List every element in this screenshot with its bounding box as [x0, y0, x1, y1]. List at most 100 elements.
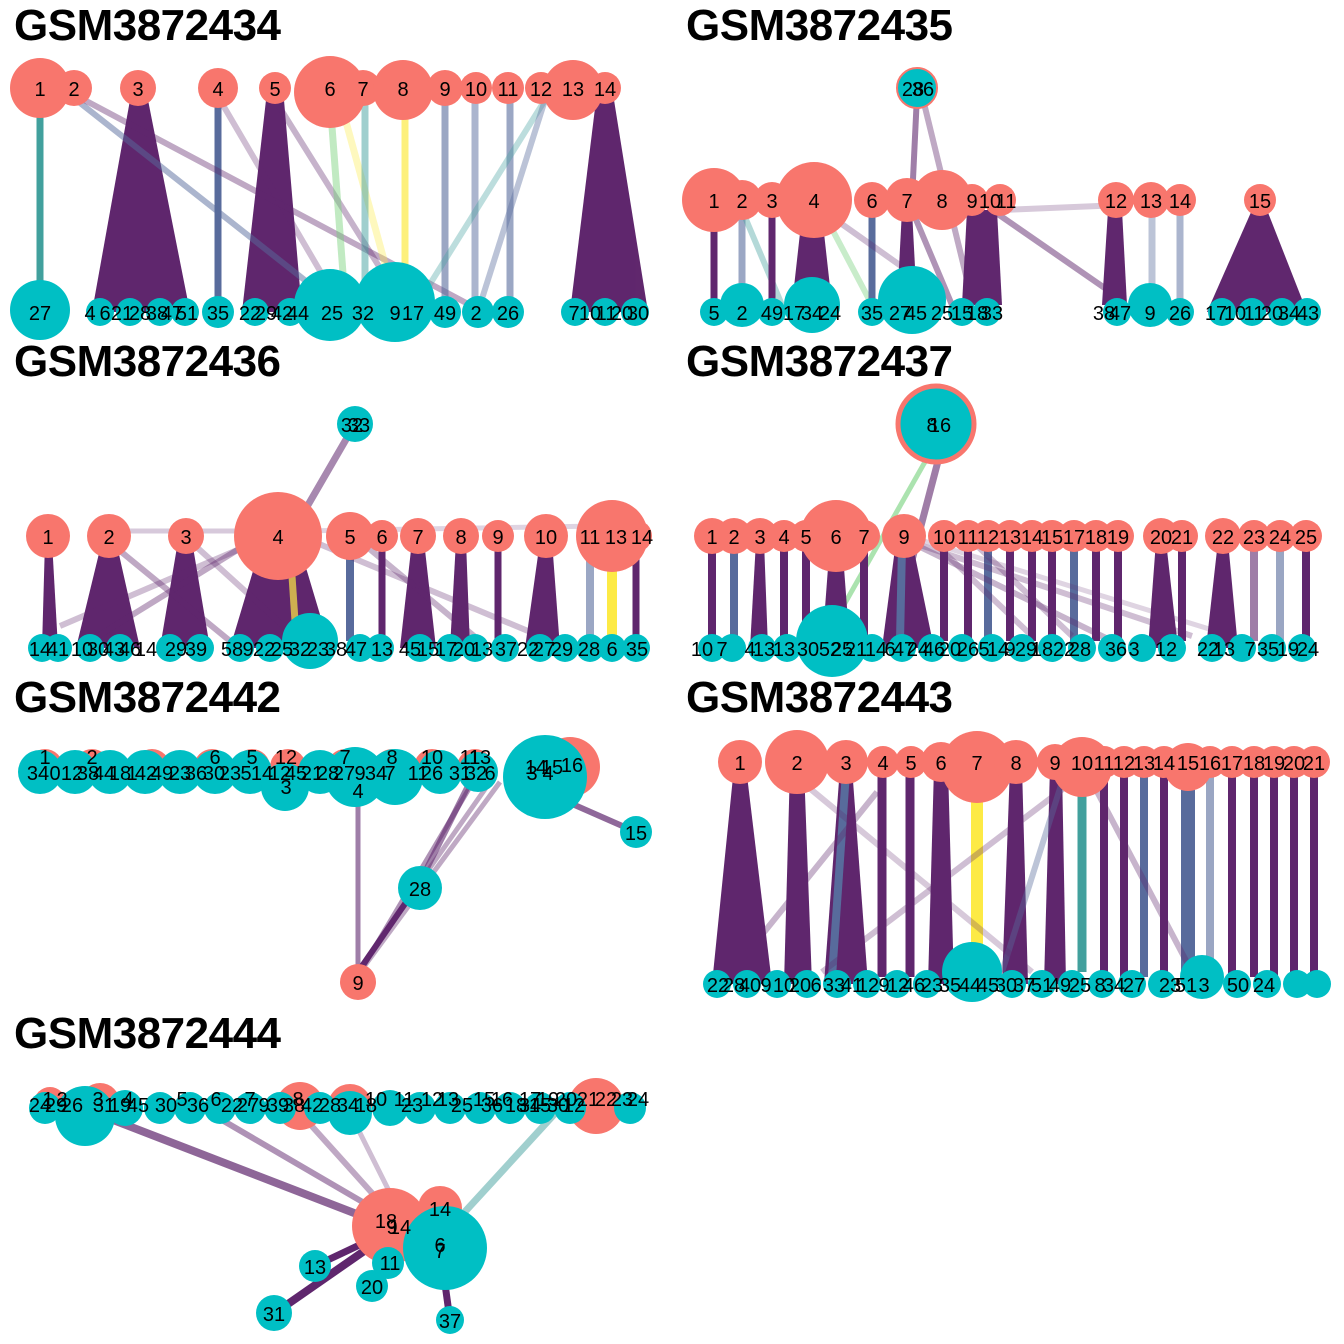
node-label: 10 [365, 1089, 387, 1111]
node-label: 14 [389, 1217, 411, 1239]
node-label: 15 [473, 1089, 495, 1111]
node-label: 6 [935, 753, 946, 775]
node-label: 20 [789, 975, 811, 997]
node-label: 7 [339, 747, 350, 769]
node-label: 28 [902, 79, 924, 101]
node-label: 27 [333, 763, 355, 785]
target-node [241, 298, 269, 326]
node-label: 9 [352, 973, 363, 995]
node-label: 7 [971, 753, 982, 775]
target-nodes [698, 383, 1316, 677]
source-node [10, 58, 70, 118]
source-node [1244, 184, 1276, 216]
source-node [568, 1078, 624, 1134]
target-node [464, 1092, 496, 1124]
node-label: 13 [773, 639, 795, 661]
node-label: 34 [801, 303, 823, 325]
node-label: 31 [449, 763, 471, 785]
node-label: 24 [819, 303, 841, 325]
target-node [1180, 955, 1224, 999]
node-label: 38 [283, 1095, 305, 1117]
target-labels: 28 36 5 2 49 17 34 24 35 27 45 25 15 18 … [708, 79, 1319, 325]
source-node [524, 514, 568, 558]
target-node [888, 634, 916, 662]
edge-fan [712, 767, 772, 984]
node-label: 10 [421, 747, 443, 769]
node-label: 7 [412, 527, 423, 549]
node-label: 46 [903, 975, 925, 997]
source-node [1238, 520, 1270, 552]
node-label: 23 [921, 975, 943, 997]
source-node [120, 70, 156, 106]
node-label: 8 [292, 1089, 303, 1111]
node-label: 20 [555, 1089, 577, 1111]
node-label: 18 [109, 763, 131, 785]
node-label: 13 [753, 639, 775, 661]
target-node [372, 1090, 408, 1126]
node-label: 17 [402, 303, 424, 325]
target-node [1293, 298, 1321, 326]
target-node [1166, 298, 1194, 326]
target-node [492, 296, 524, 328]
source-node [718, 740, 762, 784]
target-node [1028, 970, 1056, 998]
node-label: 3 [1198, 975, 1209, 997]
source-node [722, 180, 762, 220]
source-node [1205, 518, 1241, 554]
target-node [398, 866, 442, 910]
target-node [733, 970, 761, 998]
target-node [598, 634, 626, 662]
target-node [823, 970, 851, 998]
source-nodes [694, 500, 1322, 572]
node-label: 14 [631, 527, 653, 549]
target-node [718, 634, 746, 662]
node-label: 30 [995, 975, 1017, 997]
node-label: 1 [42, 527, 53, 549]
node-label: 6 [99, 303, 110, 325]
node-label: 9 [386, 1217, 397, 1239]
edge [106, 538, 232, 644]
source-node [460, 72, 492, 104]
node-label: 16 [929, 415, 951, 437]
target-node [720, 283, 764, 327]
node-label: 10 [933, 527, 955, 549]
panel-gsm3872437: GSM3872437 [672, 336, 1344, 677]
node-label: 34 [519, 1095, 541, 1117]
node-label: 22 [707, 975, 729, 997]
node-label: 18 [966, 303, 988, 325]
target-nodes [10, 262, 649, 342]
node-label: 25 [831, 639, 853, 661]
node-label: 42 [271, 303, 293, 325]
node-label: 6 [434, 1235, 445, 1257]
target-node [346, 634, 374, 662]
node-label: 36 [185, 763, 207, 785]
target-node [174, 1092, 206, 1124]
node-label: 5 [978, 639, 989, 661]
node-label: 13 [999, 527, 1021, 549]
source-node [912, 170, 972, 230]
node-label: 22 [1053, 639, 1075, 661]
target-nodes [18, 735, 652, 910]
node-label: 21 [111, 303, 133, 325]
node-label: 13 [469, 747, 491, 769]
node-label: 25 [931, 303, 953, 325]
node-label: 27 [237, 1095, 259, 1117]
target-node [403, 1206, 487, 1290]
node-label: 6 [810, 975, 821, 997]
edge [88, 533, 262, 644]
node-label: 24 [907, 639, 929, 661]
source-node [765, 730, 829, 794]
panel-title: GSM3872435 [686, 1, 953, 50]
node-label: 23 [169, 763, 191, 785]
target-node [896, 67, 938, 109]
node-label: 51 [1031, 975, 1053, 997]
node-label: 14 [594, 79, 616, 101]
node-label: 9 [389, 303, 400, 325]
node-label: 9 [966, 191, 977, 213]
node-label: 9 [354, 763, 365, 785]
node-label: 4 [84, 303, 95, 325]
edge [58, 533, 272, 629]
node-label: 41 [841, 975, 863, 997]
node-label: 9 [878, 975, 889, 997]
node-label: 1 [734, 753, 745, 775]
